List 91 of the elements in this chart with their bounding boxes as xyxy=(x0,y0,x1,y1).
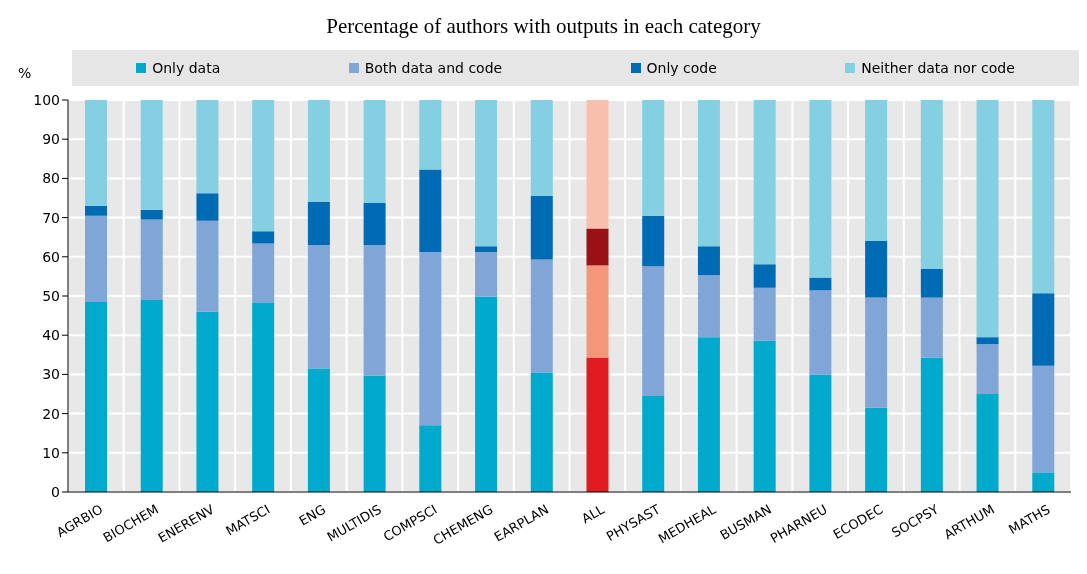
bar xyxy=(697,337,720,492)
bar xyxy=(475,252,498,297)
legend-label: Only code xyxy=(646,60,717,76)
bar xyxy=(976,100,999,338)
bar xyxy=(642,395,665,492)
bar xyxy=(920,268,943,298)
bar xyxy=(642,100,665,216)
bar xyxy=(85,301,107,492)
bar xyxy=(196,220,219,312)
bar xyxy=(865,407,888,492)
y-tick-label: 30 xyxy=(42,366,60,383)
bar xyxy=(809,374,832,492)
bar xyxy=(697,275,720,338)
bar xyxy=(475,296,498,492)
bar xyxy=(642,266,665,396)
y-tick-label: 60 xyxy=(42,248,60,265)
bar xyxy=(697,246,720,276)
bar xyxy=(976,394,999,492)
legend-label: Only data xyxy=(152,60,221,76)
bar xyxy=(920,357,943,492)
y-tick-label: 70 xyxy=(42,209,60,226)
legend-label: Neither data nor code xyxy=(861,60,1015,76)
y-tick-label: 90 xyxy=(42,131,60,148)
bar xyxy=(85,205,107,216)
y-tick-label: 80 xyxy=(42,170,60,187)
bar xyxy=(586,100,609,229)
bar xyxy=(475,246,498,253)
bar xyxy=(530,259,553,373)
bar xyxy=(252,303,275,492)
bar xyxy=(475,100,498,247)
bar xyxy=(363,375,386,492)
bar xyxy=(419,169,442,253)
bar xyxy=(1032,365,1055,473)
bar xyxy=(586,228,609,266)
bar xyxy=(530,372,553,492)
y-tick-label: 20 xyxy=(42,405,60,422)
bar xyxy=(865,297,888,408)
bar xyxy=(1032,472,1055,492)
bar xyxy=(196,311,219,492)
y-tick-label: 100 xyxy=(33,91,60,108)
bar xyxy=(753,287,776,341)
bar xyxy=(307,245,330,369)
legend-label: Both data and code xyxy=(364,60,503,76)
bar xyxy=(1032,293,1055,366)
y-tick-label: 10 xyxy=(42,444,60,461)
bar xyxy=(753,264,776,288)
bar xyxy=(1032,100,1055,294)
bar xyxy=(976,337,999,345)
bar xyxy=(586,265,609,358)
bar xyxy=(307,100,330,202)
bar xyxy=(697,100,720,247)
bar xyxy=(865,241,888,298)
bar xyxy=(196,100,219,194)
bar xyxy=(920,297,943,358)
bar xyxy=(809,100,832,278)
bar xyxy=(363,203,386,246)
bar xyxy=(307,368,330,492)
bar xyxy=(140,100,163,210)
bar xyxy=(85,100,107,206)
bar xyxy=(920,100,943,269)
bar xyxy=(586,357,609,492)
y-axis-title: % xyxy=(17,64,33,81)
bar xyxy=(865,100,888,242)
bar xyxy=(307,201,330,246)
bar xyxy=(196,193,219,221)
bar xyxy=(85,215,107,302)
bar xyxy=(419,100,442,170)
bar xyxy=(140,299,163,492)
bar xyxy=(140,219,163,300)
x-tick-label: ENG xyxy=(296,501,329,529)
bar xyxy=(252,231,275,244)
bar xyxy=(252,243,275,304)
bar xyxy=(140,209,163,220)
bar xyxy=(753,100,776,265)
chart-title: Percentage of authors with outputs in each category xyxy=(325,13,762,40)
bar xyxy=(363,100,386,204)
bar xyxy=(530,196,553,260)
bar xyxy=(809,290,832,375)
bar xyxy=(363,245,386,376)
x-tick-label: ALL xyxy=(579,501,608,527)
y-tick-label: 50 xyxy=(42,287,60,304)
bar xyxy=(530,100,553,197)
bar xyxy=(642,215,665,267)
y-tick-label: 40 xyxy=(42,327,60,344)
bar xyxy=(753,340,776,492)
bar xyxy=(809,277,832,291)
y-tick-label: 0 xyxy=(51,483,60,500)
bar xyxy=(252,100,275,232)
bar xyxy=(419,252,442,426)
bar xyxy=(976,344,999,394)
bar xyxy=(419,425,442,492)
